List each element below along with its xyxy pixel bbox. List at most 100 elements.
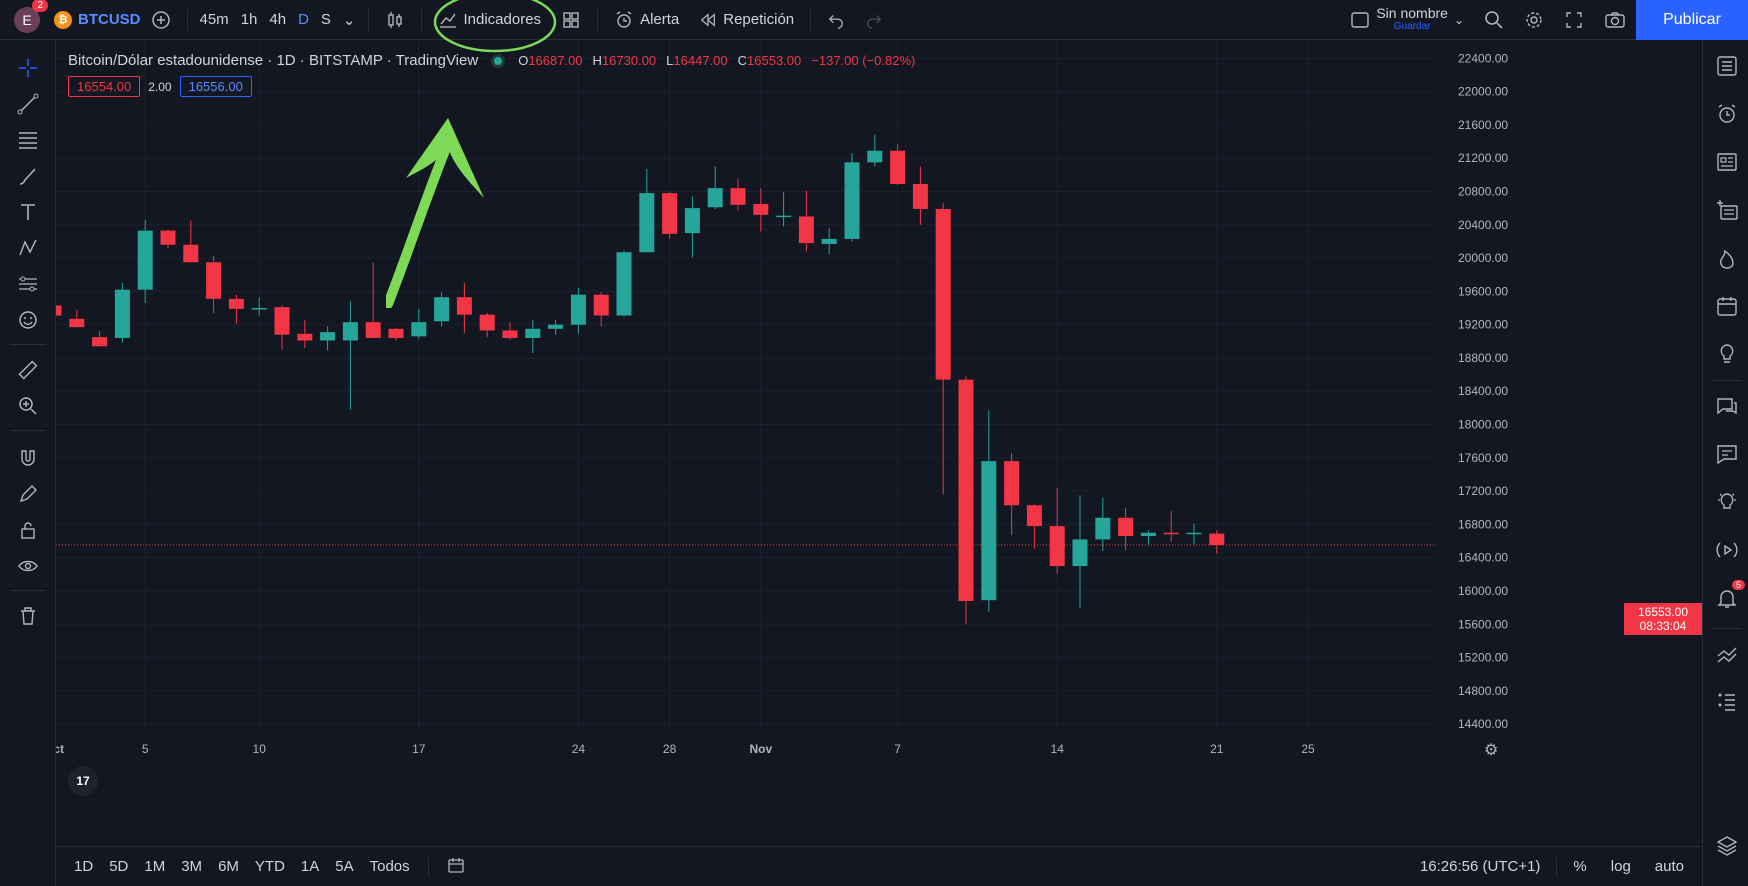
settings-button[interactable]	[1514, 0, 1554, 40]
layout-menu[interactable]: Sin nombre Guardar ⌄	[1340, 0, 1474, 40]
range-1a[interactable]: 1A	[300, 858, 320, 875]
candle[interactable]	[548, 319, 564, 335]
calendar-icon[interactable]	[1713, 292, 1741, 320]
candle[interactable]	[114, 283, 130, 343]
compare-symbol-button[interactable]	[141, 0, 181, 40]
candle[interactable]	[912, 166, 928, 225]
search-button[interactable]	[1474, 0, 1514, 40]
pattern-tool-icon[interactable]	[14, 234, 42, 262]
timeframe-45m[interactable]: 45m	[199, 11, 229, 28]
candle[interactable]	[206, 255, 222, 314]
candle[interactable]	[69, 309, 85, 328]
candle[interactable]	[958, 376, 974, 625]
range-ytd[interactable]: YTD	[254, 858, 285, 875]
indicators-button[interactable]: Indicadores	[428, 0, 552, 40]
symbol-search[interactable]: ₿ BTCUSD	[54, 10, 141, 29]
candle[interactable]	[92, 331, 108, 347]
brush-icon[interactable]	[14, 162, 42, 190]
emoji-icon[interactable]	[14, 306, 42, 334]
candle[interactable]	[434, 292, 450, 327]
candle[interactable]	[342, 301, 358, 410]
candle[interactable]	[890, 144, 906, 185]
candle[interactable]	[639, 169, 655, 253]
candle[interactable]	[479, 313, 495, 338]
candle[interactable]	[844, 153, 860, 242]
candlestick-chart[interactable]: 22400.00 22000.00 21600.00 21200.00 20800.00…	[44, 40, 1702, 846]
candle[interactable]	[616, 250, 632, 317]
timeframe-s[interactable]: S	[320, 11, 331, 28]
crosshair-icon[interactable]	[14, 54, 42, 82]
candle[interactable]	[1072, 495, 1088, 608]
candle[interactable]	[1140, 530, 1156, 546]
candle[interactable]	[867, 134, 883, 167]
prediction-tool-icon[interactable]	[14, 270, 42, 298]
timeframe-1h[interactable]: 1h	[240, 11, 258, 28]
percent-scale-toggle[interactable]: %	[1573, 858, 1587, 875]
candle[interactable]	[251, 297, 267, 316]
candle[interactable]	[228, 294, 244, 324]
lock-icon[interactable]	[14, 516, 42, 544]
axis-settings-gear-icon[interactable]: ⚙	[1484, 742, 1498, 759]
range-todos[interactable]: Todos	[369, 858, 410, 875]
log-scale-toggle[interactable]: log	[1610, 858, 1631, 875]
clock-timezone[interactable]: 16:26:56 (UTC+1)	[1419, 858, 1541, 875]
timeframe-d[interactable]: D	[298, 11, 309, 28]
range-5d[interactable]: 5D	[109, 858, 129, 875]
ideas-bulb-icon[interactable]	[1713, 340, 1741, 368]
ruler-icon[interactable]	[14, 356, 42, 384]
candle[interactable]	[776, 192, 792, 227]
templates-button[interactable]	[551, 0, 591, 40]
undo-button[interactable]	[817, 0, 855, 40]
range-5a[interactable]: 5A	[335, 858, 354, 875]
screenshot-button[interactable]	[1594, 0, 1636, 40]
alarm-clock-icon[interactable]	[1713, 100, 1741, 128]
candle[interactable]	[137, 219, 153, 304]
candle[interactable]	[46, 301, 62, 321]
candle[interactable]	[502, 322, 518, 340]
range-1m[interactable]: 1M	[144, 858, 166, 875]
dom-icon[interactable]	[1713, 688, 1741, 716]
zoom-in-icon[interactable]	[14, 392, 42, 420]
candle[interactable]	[183, 220, 199, 263]
replay-button[interactable]: Repetición	[689, 0, 804, 40]
candle[interactable]	[456, 283, 472, 333]
candle[interactable]	[662, 192, 678, 239]
range-3m[interactable]: 3M	[181, 858, 203, 875]
fullscreen-button[interactable]	[1554, 0, 1594, 40]
candle[interactable]	[684, 196, 700, 258]
range-1d[interactable]: 1D	[74, 858, 94, 875]
candle[interactable]	[570, 288, 586, 334]
candle[interactable]	[1004, 452, 1020, 536]
publish-button[interactable]: Publicar	[1636, 0, 1748, 40]
auto-scale-toggle[interactable]: auto	[1654, 858, 1684, 875]
candle[interactable]	[411, 308, 427, 339]
candle[interactable]	[730, 178, 746, 211]
timeframe-dropdown-chevron-icon[interactable]: ⌄	[342, 11, 356, 29]
candle[interactable]	[525, 319, 541, 353]
candle[interactable]	[274, 305, 290, 350]
candle[interactable]	[707, 166, 723, 209]
chat-bubble-icon[interactable]	[1713, 440, 1741, 468]
sell-button[interactable]: 16554.00	[68, 76, 141, 97]
watchlist-icon[interactable]	[1713, 52, 1741, 80]
layers-icon[interactable]	[1713, 832, 1741, 860]
candle[interactable]	[593, 292, 609, 327]
redo-button[interactable]	[855, 0, 893, 40]
magnet-icon[interactable]	[14, 444, 42, 472]
candle[interactable]	[798, 190, 814, 252]
price-axis[interactable]	[1436, 40, 1702, 846]
candle[interactable]	[981, 410, 997, 612]
candle[interactable]	[1026, 504, 1042, 549]
range-6m[interactable]: 6M	[218, 858, 239, 875]
buy-button[interactable]: 16556.00	[179, 76, 252, 97]
fib-retracement-icon[interactable]	[14, 126, 42, 154]
news-icon[interactable]	[1713, 148, 1741, 176]
tradingview-logo-icon[interactable]: 17	[68, 766, 98, 796]
candle[interactable]	[1163, 511, 1179, 542]
timeframe-4h[interactable]: 4h	[269, 11, 287, 28]
candle[interactable]	[1118, 507, 1134, 551]
hotlist-flame-icon[interactable]	[1713, 244, 1741, 272]
candle[interactable]	[1209, 530, 1225, 554]
chart-type-button[interactable]	[375, 0, 415, 40]
notifications-bell-icon[interactable]: 5	[1713, 580, 1745, 612]
